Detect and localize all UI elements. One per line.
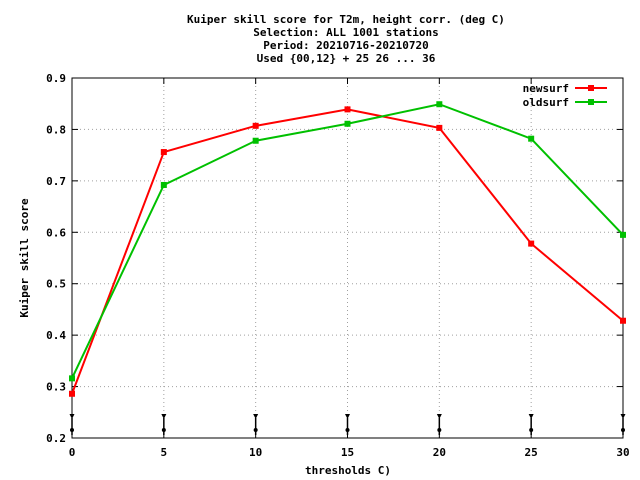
- data-point: [344, 106, 351, 113]
- title-line-3: Period: 20210716-20210720: [263, 39, 429, 52]
- y-axis-ticks: 0.2 0.3 0.4 0.5 0.6 0.7 0.8 0.9: [46, 72, 623, 445]
- threshold-marker: [161, 414, 167, 435]
- threshold-marker: [528, 414, 534, 435]
- legend-marker: [588, 85, 594, 91]
- data-point: [436, 124, 443, 131]
- x-axis-ticks: 0 5 10 15 20 25 30: [69, 78, 630, 459]
- threshold-marker: [345, 414, 350, 435]
- grid: [72, 78, 623, 438]
- title-line-2: Selection: ALL 1001 stations: [253, 26, 438, 39]
- series-line: [71, 103, 624, 379]
- data-point: [436, 101, 443, 108]
- data-point: [160, 149, 167, 156]
- data-point: [528, 240, 535, 247]
- title-line-4: Used {00,12} + 25 26 ... 36: [257, 52, 436, 65]
- x-axis-label: thresholds C): [305, 464, 391, 477]
- data-point: [620, 231, 626, 238]
- y-axis-label: Kuiper skill score: [18, 198, 31, 318]
- y-tick-label: 0.4: [46, 329, 66, 342]
- threshold-marker: [436, 414, 442, 435]
- x-tick-label: 25: [525, 446, 538, 459]
- threshold-markers: [69, 414, 626, 435]
- data-point: [344, 120, 351, 127]
- series-newsurf: [69, 106, 626, 397]
- legend-label: newsurf: [523, 82, 569, 95]
- x-tick-label: 30: [616, 446, 629, 459]
- x-tick-label: 10: [249, 446, 262, 459]
- x-tick-label: 15: [341, 446, 354, 459]
- legend-label: oldsurf: [523, 96, 569, 109]
- y-tick-label: 0.2: [46, 432, 66, 445]
- series: [69, 101, 626, 397]
- data-point: [620, 317, 626, 324]
- data-point: [528, 135, 535, 142]
- x-tick-label: 0: [69, 446, 76, 459]
- y-tick-label: 0.8: [46, 123, 66, 136]
- legend-marker: [588, 99, 594, 105]
- data-point: [160, 181, 167, 188]
- chart-title: Kuiper skill score for T2m, height corr.…: [187, 13, 505, 65]
- x-tick-label: 20: [433, 446, 446, 459]
- y-tick-label: 0.3: [46, 381, 66, 394]
- y-tick-label: 0.6: [46, 226, 66, 239]
- threshold-marker: [253, 414, 259, 435]
- series-oldsurf: [69, 101, 626, 382]
- y-tick-label: 0.9: [46, 72, 66, 85]
- series-line: [71, 108, 624, 395]
- data-point: [69, 375, 75, 382]
- x-tick-label: 5: [161, 446, 168, 459]
- data-point: [252, 122, 259, 129]
- data-point: [69, 390, 75, 397]
- data-point: [252, 137, 259, 144]
- y-tick-label: 0.5: [46, 278, 66, 291]
- title-line-1: Kuiper skill score for T2m, height corr.…: [187, 13, 505, 26]
- y-tick-label: 0.7: [46, 175, 66, 188]
